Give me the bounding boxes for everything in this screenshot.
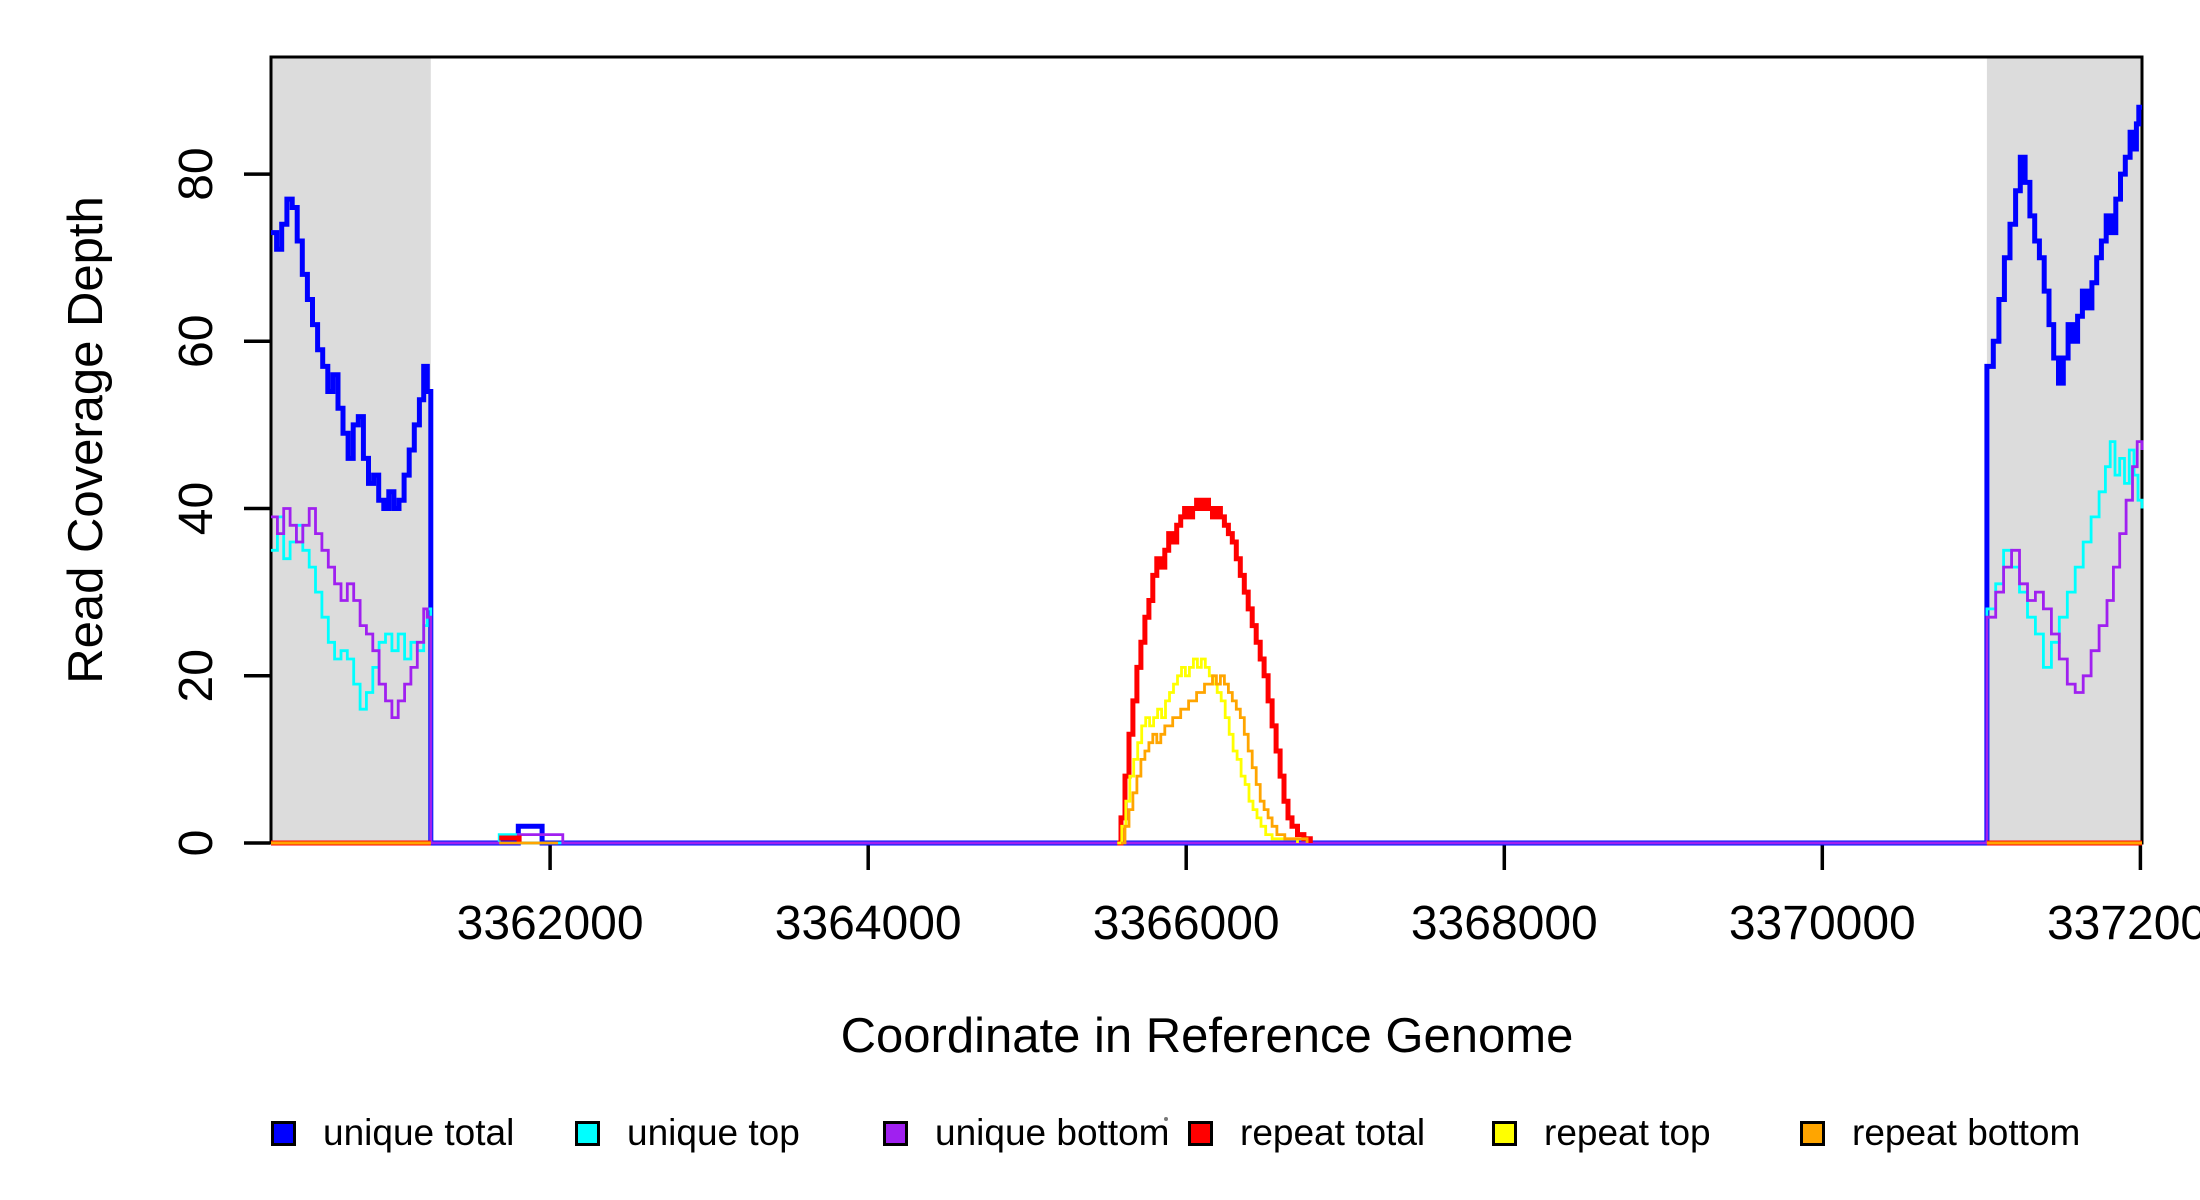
x-axis-title: Coordinate in Reference Genome [840,1009,1574,1063]
legend-swatch-unique-total [271,1120,296,1146]
legend-item-unique-total: unique total [271,1112,515,1153]
y-axis-title: Read Coverage Depth [59,196,113,684]
legend-label: repeat bottom [1852,1112,2081,1153]
legend-label: unique bottom [935,1112,1170,1153]
series-unique-bottom-line [271,440,2144,845]
series-repeat-total-line [1117,497,1313,846]
y-tick-label: 0 [170,830,223,857]
legend-item-repeat-total: repeat total [1188,1112,1426,1153]
stray-dot [1164,1117,1168,1121]
series-repeat-bottom-line [1121,674,1309,845]
y-tick-label: 80 [170,147,223,200]
legend-swatch-repeat-bottom [1800,1120,1825,1146]
legend-swatch-unique-top [575,1120,600,1146]
legend-item-unique-bottom: unique bottom [883,1112,1170,1153]
x-tick-label: 3364000 [775,897,962,950]
legend-label: unique total [323,1112,515,1153]
legend-item-repeat-bottom: repeat bottom [1800,1112,2081,1153]
legend-swatch-unique-bottom [883,1120,908,1146]
series-repeat-total-line [499,835,522,843]
series-repeat-top-line [1117,657,1299,845]
plot-box [269,55,2144,845]
y-tick-label: 20 [170,649,223,702]
x-tick-label: 3368000 [1411,897,1598,950]
axis-ticks [244,172,2143,870]
legend-label: unique top [627,1112,800,1153]
legend-swatch-repeat-top [1492,1120,1517,1146]
legend-label: repeat total [1240,1112,1426,1153]
legend-label: repeat top [1544,1112,1711,1153]
legend-item-repeat-top: repeat top [1492,1112,1711,1153]
x-tick-label: 3370000 [1729,897,1916,950]
y-tick-label: 60 [170,315,223,368]
series-unique-total-line [271,104,2142,846]
y-tick-label: 40 [170,482,223,535]
legend-swatch-repeat-total [1188,1120,1213,1146]
x-tick-label: 3366000 [1093,897,1280,950]
x-tick-label: 3362000 [457,897,644,950]
legend-item-unique-top: unique top [575,1112,800,1153]
